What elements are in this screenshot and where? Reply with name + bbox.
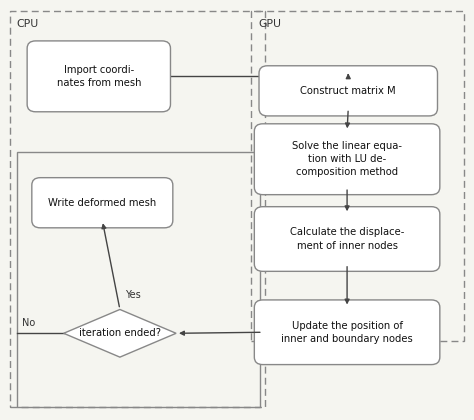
Text: Yes: Yes xyxy=(126,290,141,300)
Text: iteration ended?: iteration ended? xyxy=(79,328,161,338)
FancyBboxPatch shape xyxy=(255,300,440,365)
Text: GPU: GPU xyxy=(258,18,281,29)
Text: Write deformed mesh: Write deformed mesh xyxy=(48,198,156,208)
Text: Solve the linear equa-
tion with LU de-
composition method: Solve the linear equa- tion with LU de- … xyxy=(292,141,402,177)
FancyBboxPatch shape xyxy=(255,124,440,194)
Text: Calculate the displace-
ment of inner nodes: Calculate the displace- ment of inner no… xyxy=(290,227,404,251)
FancyBboxPatch shape xyxy=(27,41,171,112)
FancyBboxPatch shape xyxy=(259,66,438,116)
Polygon shape xyxy=(64,310,176,357)
FancyBboxPatch shape xyxy=(255,207,440,271)
Text: Update the position of
inner and boundary nodes: Update the position of inner and boundar… xyxy=(281,320,413,344)
FancyBboxPatch shape xyxy=(32,178,173,228)
Text: No: No xyxy=(21,318,35,328)
Text: CPU: CPU xyxy=(17,18,39,29)
Text: Construct matrix M: Construct matrix M xyxy=(301,86,396,96)
Text: Import coordi-
nates from mesh: Import coordi- nates from mesh xyxy=(56,65,141,88)
